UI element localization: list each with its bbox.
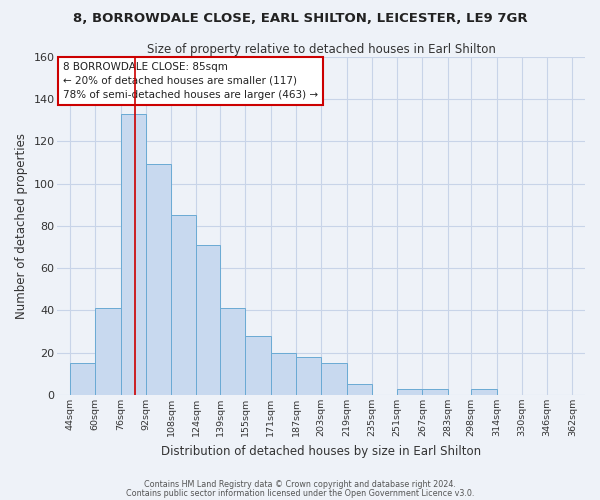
Y-axis label: Number of detached properties: Number of detached properties	[15, 133, 28, 319]
Bar	[397, 388, 422, 395]
Bar	[70, 363, 95, 395]
Text: 8 BORROWDALE CLOSE: 85sqm
← 20% of detached houses are smaller (117)
78% of semi: 8 BORROWDALE CLOSE: 85sqm ← 20% of detac…	[63, 62, 318, 100]
Bar	[347, 384, 372, 395]
Text: 8, BORROWDALE CLOSE, EARL SHILTON, LEICESTER, LE9 7GR: 8, BORROWDALE CLOSE, EARL SHILTON, LEICE…	[73, 12, 527, 26]
Bar	[146, 164, 171, 395]
Bar	[220, 308, 245, 395]
Bar	[171, 215, 196, 395]
Bar	[121, 114, 146, 395]
Text: Contains HM Land Registry data © Crown copyright and database right 2024.: Contains HM Land Registry data © Crown c…	[144, 480, 456, 489]
Bar	[296, 357, 321, 395]
Bar	[271, 352, 296, 395]
Bar	[321, 363, 347, 395]
Bar	[245, 336, 271, 395]
Text: Contains public sector information licensed under the Open Government Licence v3: Contains public sector information licen…	[126, 488, 474, 498]
X-axis label: Distribution of detached houses by size in Earl Shilton: Distribution of detached houses by size …	[161, 444, 481, 458]
Bar	[95, 308, 121, 395]
Bar	[471, 388, 497, 395]
Title: Size of property relative to detached houses in Earl Shilton: Size of property relative to detached ho…	[147, 42, 496, 56]
Bar	[422, 388, 448, 395]
Bar	[196, 245, 220, 395]
